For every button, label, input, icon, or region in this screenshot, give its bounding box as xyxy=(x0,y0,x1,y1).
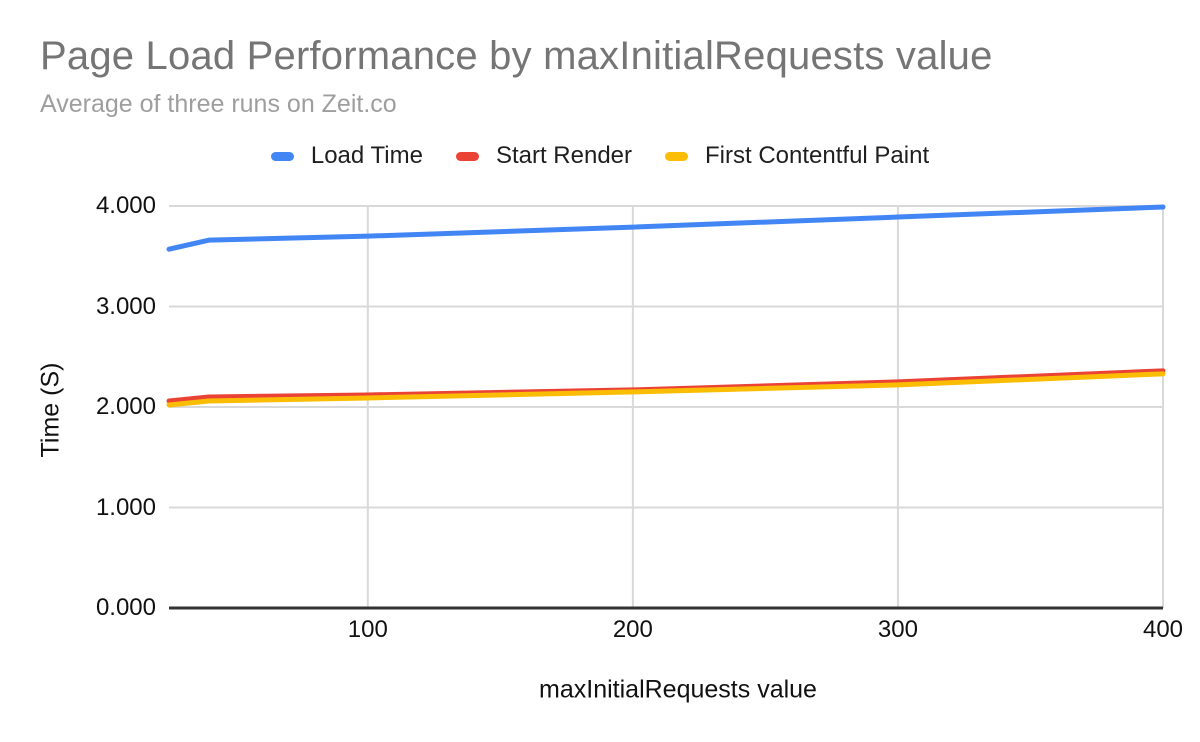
y-tick-label: 0.000 xyxy=(95,594,156,621)
y-tick-label: 4.000 xyxy=(95,192,156,219)
legend-item-start-render: Start Render xyxy=(455,142,633,170)
y-tick-label: 3.000 xyxy=(95,292,156,320)
legend-label-first-contentful-paint: First Contentful Paint xyxy=(705,142,930,169)
legend-swatch-first-contentful-paint xyxy=(665,151,689,161)
legend: Load Time Start Render First Contentful … xyxy=(0,142,1200,170)
x-tick-label: 300 xyxy=(877,616,918,643)
legend-item-load-time: Load Time xyxy=(270,142,423,170)
x-tick-label: 400 xyxy=(1142,616,1184,643)
x-tick-label: 200 xyxy=(612,616,653,643)
chart-subtitle: Average of three runs on Zeit.co xyxy=(40,90,397,118)
chart-title: Page Load Performance by maxInitialReque… xyxy=(40,34,993,78)
x-axis-title: maxInitialRequests value xyxy=(539,675,817,704)
series-line-first-contentful-paint xyxy=(166,371,1166,408)
x-tick-label: 100 xyxy=(347,616,388,643)
series-line-load-time xyxy=(166,204,1166,252)
legend-swatch-load-time xyxy=(270,151,294,161)
y-tick-label: 1.000 xyxy=(95,493,156,521)
legend-swatch-start-render xyxy=(455,151,479,161)
series-line-start-render xyxy=(166,368,1166,404)
legend-label-start-render: Start Render xyxy=(495,142,633,169)
legend-label-load-time: Load Time xyxy=(310,142,423,169)
y-tick-label: 2.000 xyxy=(95,393,156,420)
legend-item-first-contentful-paint: First Contentful Paint xyxy=(665,142,929,170)
